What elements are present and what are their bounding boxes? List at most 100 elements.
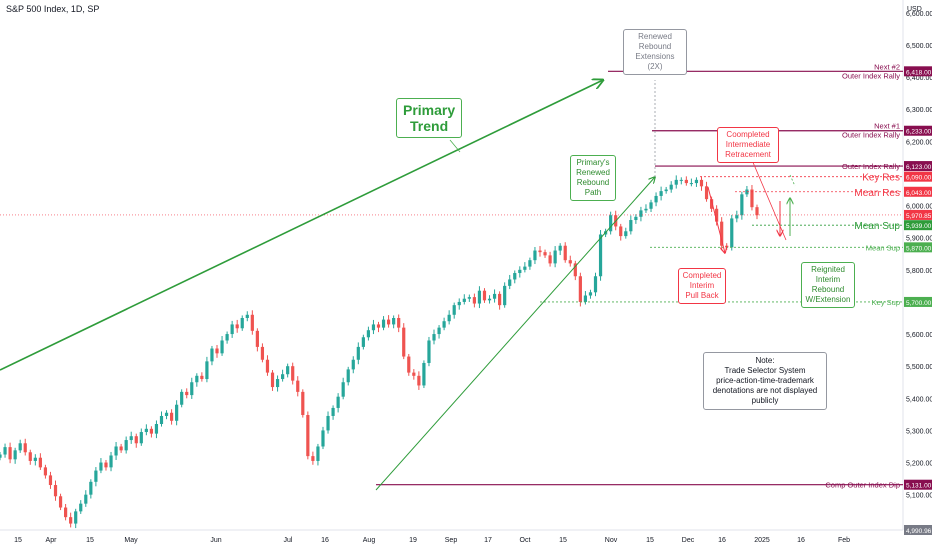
candle-body xyxy=(149,428,153,434)
candle-body xyxy=(230,324,234,335)
x-tick-label: Jul xyxy=(284,537,293,544)
annotation-line: denotations are not displayed publicly xyxy=(712,386,818,405)
candle xyxy=(477,286,482,309)
candle-body xyxy=(180,391,184,405)
candle xyxy=(518,266,522,278)
candle xyxy=(659,186,663,201)
candle-body xyxy=(301,391,305,416)
level-price-tag xyxy=(904,296,932,307)
candle-body xyxy=(412,372,416,376)
candle-body xyxy=(240,318,244,329)
annotation-line: Trade Selector System xyxy=(724,366,806,375)
candle-body xyxy=(94,470,98,482)
level-label: Mean Sup xyxy=(854,221,900,232)
candle-body xyxy=(709,199,714,209)
candle xyxy=(553,246,557,268)
candles xyxy=(0,175,759,529)
candle xyxy=(452,302,456,319)
candle-body xyxy=(649,202,653,209)
annotation-line: Rebound xyxy=(576,178,610,187)
candle xyxy=(200,372,204,382)
candle-body xyxy=(376,324,381,328)
candle-body xyxy=(467,297,471,299)
candle-body xyxy=(750,189,754,208)
level-label: Key Sup xyxy=(872,298,900,307)
candle-body xyxy=(84,494,88,504)
candle-body xyxy=(432,334,436,341)
candle xyxy=(356,342,360,365)
candle-body xyxy=(0,454,2,458)
candle-body xyxy=(53,485,58,497)
candle xyxy=(281,369,285,382)
x-tick-label: 2025 xyxy=(754,537,770,544)
candle xyxy=(457,298,461,310)
candle-body xyxy=(255,330,259,347)
candle xyxy=(169,409,174,425)
candle xyxy=(235,319,239,333)
candle-body xyxy=(740,194,744,216)
candle-body xyxy=(275,379,280,388)
candle-body xyxy=(38,457,42,468)
level-label: Mean Res xyxy=(854,188,900,199)
candle-body xyxy=(381,319,386,328)
candle xyxy=(503,282,507,308)
level-sublabel: Outer Index Rally xyxy=(842,131,900,140)
level-price-tag-text: 6,418.00 xyxy=(906,69,932,76)
candle xyxy=(124,436,128,454)
candle xyxy=(351,356,355,374)
candle xyxy=(417,371,421,390)
candle xyxy=(629,215,633,235)
level-price-tag xyxy=(904,186,932,197)
candle-body xyxy=(498,293,502,306)
retracement-pointer xyxy=(751,159,787,241)
candle-body xyxy=(225,334,229,341)
candle xyxy=(563,242,567,263)
candle xyxy=(180,389,184,408)
annotation-renewed-extensions: Renewed Rebound Extensions (2X) xyxy=(623,29,687,75)
candle xyxy=(28,449,32,465)
candle-body xyxy=(669,184,673,190)
candle-body xyxy=(210,348,214,362)
candle xyxy=(89,479,93,499)
candle xyxy=(371,319,376,335)
candle-body xyxy=(265,359,270,373)
candle xyxy=(467,294,471,302)
level-price-tag-text: 6,123.00 xyxy=(906,164,932,171)
candle-body xyxy=(371,324,376,331)
candle-body xyxy=(442,321,446,328)
level-price-tag-text: 5,131.00 xyxy=(906,483,932,490)
candle xyxy=(427,336,431,367)
candle-body xyxy=(397,318,401,328)
candle xyxy=(99,458,103,474)
candle-body xyxy=(543,252,547,256)
candle xyxy=(684,176,688,186)
candle xyxy=(619,223,623,241)
candle-body xyxy=(533,250,537,261)
candle-body xyxy=(513,273,517,280)
candle xyxy=(472,293,476,308)
candle-body xyxy=(23,443,27,453)
candle xyxy=(190,377,194,399)
candle-body xyxy=(215,348,219,354)
candle-body xyxy=(386,319,391,325)
candle xyxy=(482,288,487,303)
candle-body xyxy=(3,447,7,455)
candle xyxy=(422,360,426,389)
candle-body xyxy=(704,186,709,200)
candle-body xyxy=(654,195,658,203)
candle-body xyxy=(624,231,628,237)
candle xyxy=(735,210,739,223)
candle xyxy=(543,249,547,258)
candle-body xyxy=(200,375,204,380)
candle xyxy=(392,315,396,329)
candle-body xyxy=(558,245,562,251)
annotation-line: Note: xyxy=(755,356,775,365)
last-price-tag-text: 5,970.85 xyxy=(906,213,932,220)
candle-body xyxy=(205,361,209,380)
candle xyxy=(144,424,148,436)
candle-body xyxy=(18,443,22,451)
candle xyxy=(548,251,552,267)
candle-body xyxy=(124,440,128,451)
candle xyxy=(664,186,668,194)
